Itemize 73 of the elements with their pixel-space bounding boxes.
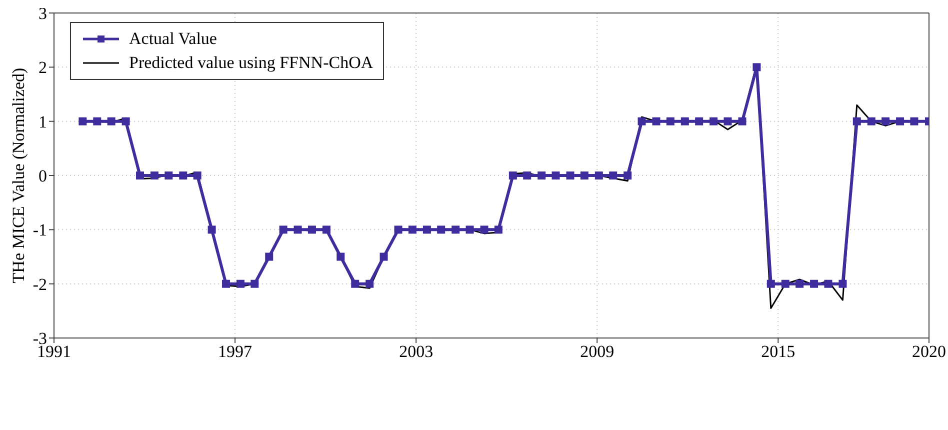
point [294,226,302,234]
point [336,252,345,261]
point [724,117,732,126]
point [666,117,674,126]
x-tick-label: 1997 [218,342,253,362]
point [594,172,603,180]
point [810,280,818,288]
point [452,226,460,234]
point [796,280,804,288]
point [852,117,861,126]
point [552,172,560,180]
legend-label: Actual Value [129,29,217,49]
y-tick-label: 1 [38,112,47,132]
point [824,280,832,288]
point [366,280,374,288]
point [208,226,216,234]
point [910,117,918,126]
point [695,117,704,126]
point [265,252,274,261]
point [752,63,761,72]
x-tick-label: 2015 [761,342,796,362]
y-tick-label: 0 [38,166,47,186]
point [222,280,230,288]
point [322,226,330,234]
y-tick-label: -1 [32,220,47,240]
point [466,226,474,234]
point [150,172,158,180]
x-tick-label: 2003 [399,342,434,362]
point [193,172,202,180]
y-axis-title: THe MICE Value (Normalized) [9,68,28,284]
x-tick-label: 2009 [580,342,614,362]
point [179,172,188,180]
point [710,117,718,126]
point [351,280,360,288]
y-tick-label: 2 [38,58,47,78]
point [538,172,546,180]
point [408,226,416,234]
point [896,117,904,126]
point [867,117,876,126]
point [680,117,689,126]
point [279,226,288,234]
point [580,172,588,180]
point [308,226,316,234]
y-tick-label: 3 [38,4,47,24]
point [236,280,244,288]
point [609,172,618,180]
y-tick-label: -2 [32,274,47,294]
legend-label: Predicted value using FFNN-ChOA [129,53,374,73]
point [107,117,116,126]
point [781,280,790,288]
point [122,117,130,126]
point [508,172,517,180]
point [164,172,173,180]
point [523,172,532,180]
point [624,172,632,180]
point [250,280,259,288]
point [738,117,746,126]
point [78,117,87,126]
point [566,172,574,180]
point [136,172,144,180]
x-tick-label: 2020 [912,342,946,362]
point [437,226,446,234]
point [652,117,660,126]
point [93,117,102,126]
point [638,117,646,126]
point [480,226,488,234]
point [838,280,847,288]
point [422,226,431,234]
point [380,252,388,261]
point [766,280,775,288]
point [882,117,890,126]
point [394,226,402,234]
point [494,226,502,234]
